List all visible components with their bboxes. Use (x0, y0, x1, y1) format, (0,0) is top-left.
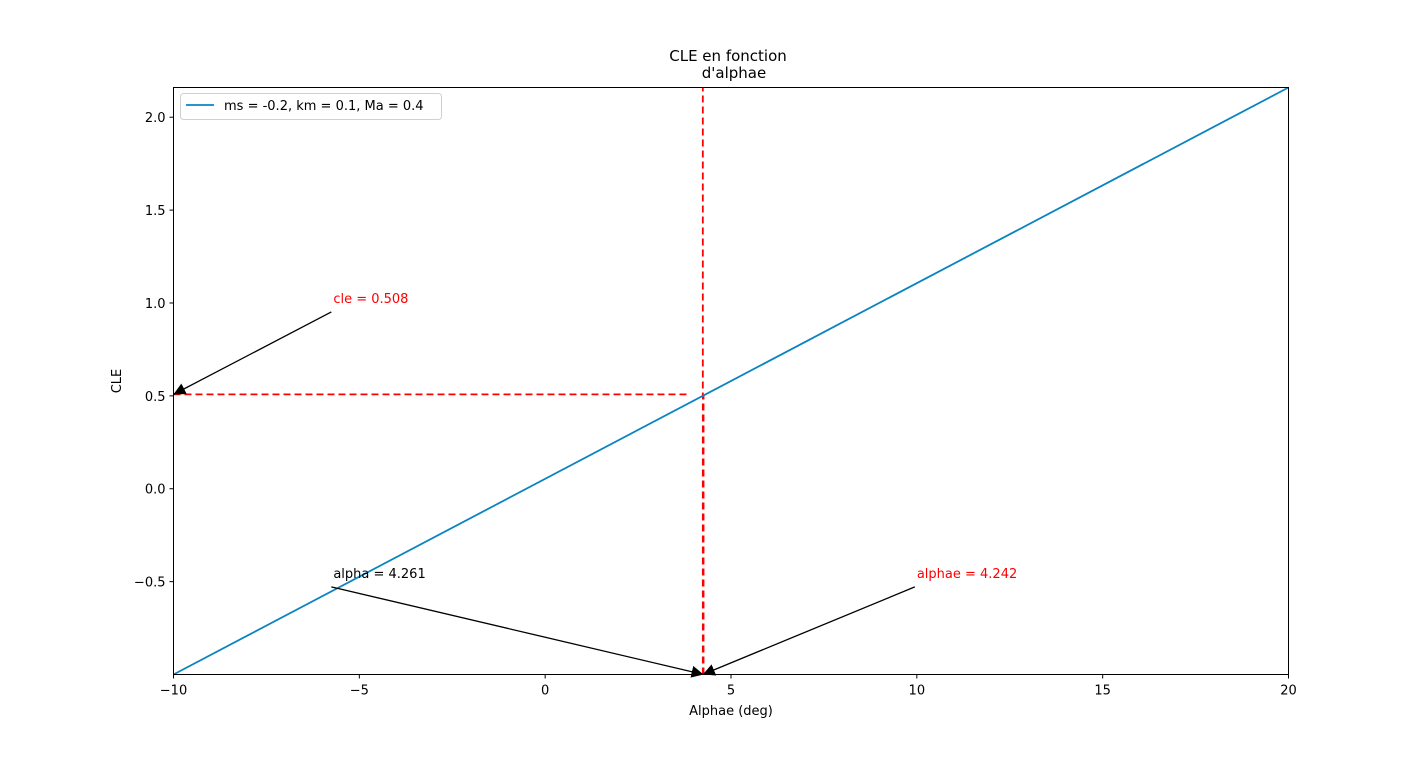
annotation-label: alpha = 4.261 (333, 567, 425, 582)
chart-title-line-2: d'alphae (702, 64, 766, 82)
x-tick-label: 5 (727, 684, 735, 699)
legend: ms = -0.2, km = 0.1, Ma = 0.4 (180, 93, 442, 120)
y-axis-ticks: −0.5 0.0 0.5 1.0 1.5 2.0 (134, 111, 174, 591)
series-group (173, 86, 1289, 676)
x-tick-label: 15 (1094, 684, 1111, 699)
series-line (173, 86, 1289, 676)
annotation-label: alphae = 4.242 (917, 567, 1017, 582)
x-tick-label: −10 (160, 684, 187, 699)
annotation-arrow (173, 311, 332, 395)
annotation-arrow (331, 586, 704, 678)
y-tick-label: 1.0 (145, 297, 166, 312)
reference-lines (173, 87, 705, 675)
x-axis-ticks: −10 −5 0 5 10 15 20 (160, 674, 1297, 699)
annotation-label: cle = 0.508 (333, 292, 408, 307)
y-tick-label: 2.0 (145, 111, 166, 126)
y-tick-label: 0.5 (145, 390, 166, 405)
annotation-arrow (702, 586, 916, 676)
y-tick-label: 1.5 (145, 204, 166, 219)
y-tick-label: −0.5 (134, 576, 166, 591)
x-tick-label: 20 (1280, 684, 1297, 699)
y-tick-label: 0.0 (145, 483, 166, 498)
y-axis-label: CLE (110, 369, 125, 394)
legend-box (180, 93, 442, 120)
x-axis-label: Alphae (deg) (689, 704, 773, 719)
x-tick-label: 10 (909, 684, 926, 699)
chart-title-line-1: CLE en fonction (669, 47, 787, 65)
x-tick-label: −5 (350, 684, 369, 699)
legend-entry: ms = -0.2, km = 0.1, Ma = 0.4 (224, 99, 424, 114)
x-tick-label: 0 (541, 684, 549, 699)
annotations: cle = 0.508 alpha = 4.261 alphae = 4.242 (173, 292, 1017, 678)
